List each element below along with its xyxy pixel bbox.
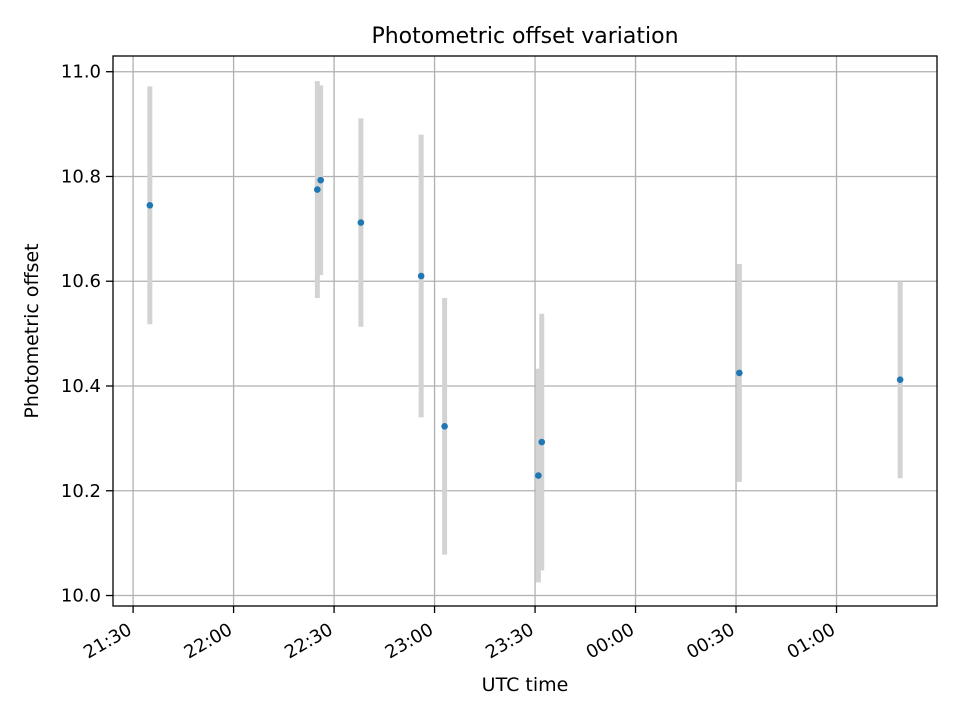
y-axis: 10.0 10.2 10.4 10.6 10.8 11.0 (61, 62, 113, 607)
data-point (314, 186, 321, 193)
data-point (441, 423, 448, 430)
y-axis-label: Photometric offset (21, 243, 43, 418)
x-tick-label: 22:30 (281, 619, 336, 663)
x-tick-label: 21:30 (80, 619, 135, 663)
data-point (736, 369, 743, 377)
y-tick-label: 10.0 (61, 586, 101, 607)
x-axis-label: UTC time (482, 674, 569, 696)
chart-title: Photometric offset variation (371, 24, 678, 49)
x-tick-label: 00:30 (683, 619, 738, 663)
x-tick-label: 22:00 (181, 619, 236, 663)
data-point (146, 201, 154, 209)
y-tick-label: 10.2 (61, 481, 101, 502)
x-tick-label: 00:00 (583, 619, 638, 663)
y-tick-label: 11.0 (61, 62, 101, 83)
data-point (317, 176, 324, 184)
y-tick-label: 10.4 (61, 376, 101, 397)
plot-frame (112, 55, 938, 607)
x-tick-label: 01:00 (784, 619, 839, 663)
x-axis: 21:30 22:00 22:30 23:00 23:30 00:00 00:30 01:00 (80, 606, 839, 663)
data-point (417, 272, 425, 280)
errorbars (147, 81, 903, 583)
y-tick-label: 10.6 (61, 271, 101, 292)
data-points (146, 176, 904, 479)
data-point (357, 219, 365, 226)
y-tick-label: 10.8 (61, 166, 101, 187)
x-tick-label: 23:30 (482, 619, 537, 663)
x-tick-label: 23:00 (382, 619, 437, 663)
data-point (538, 438, 546, 446)
grid (113, 56, 937, 606)
data-point (896, 376, 904, 384)
data-point (535, 472, 542, 479)
